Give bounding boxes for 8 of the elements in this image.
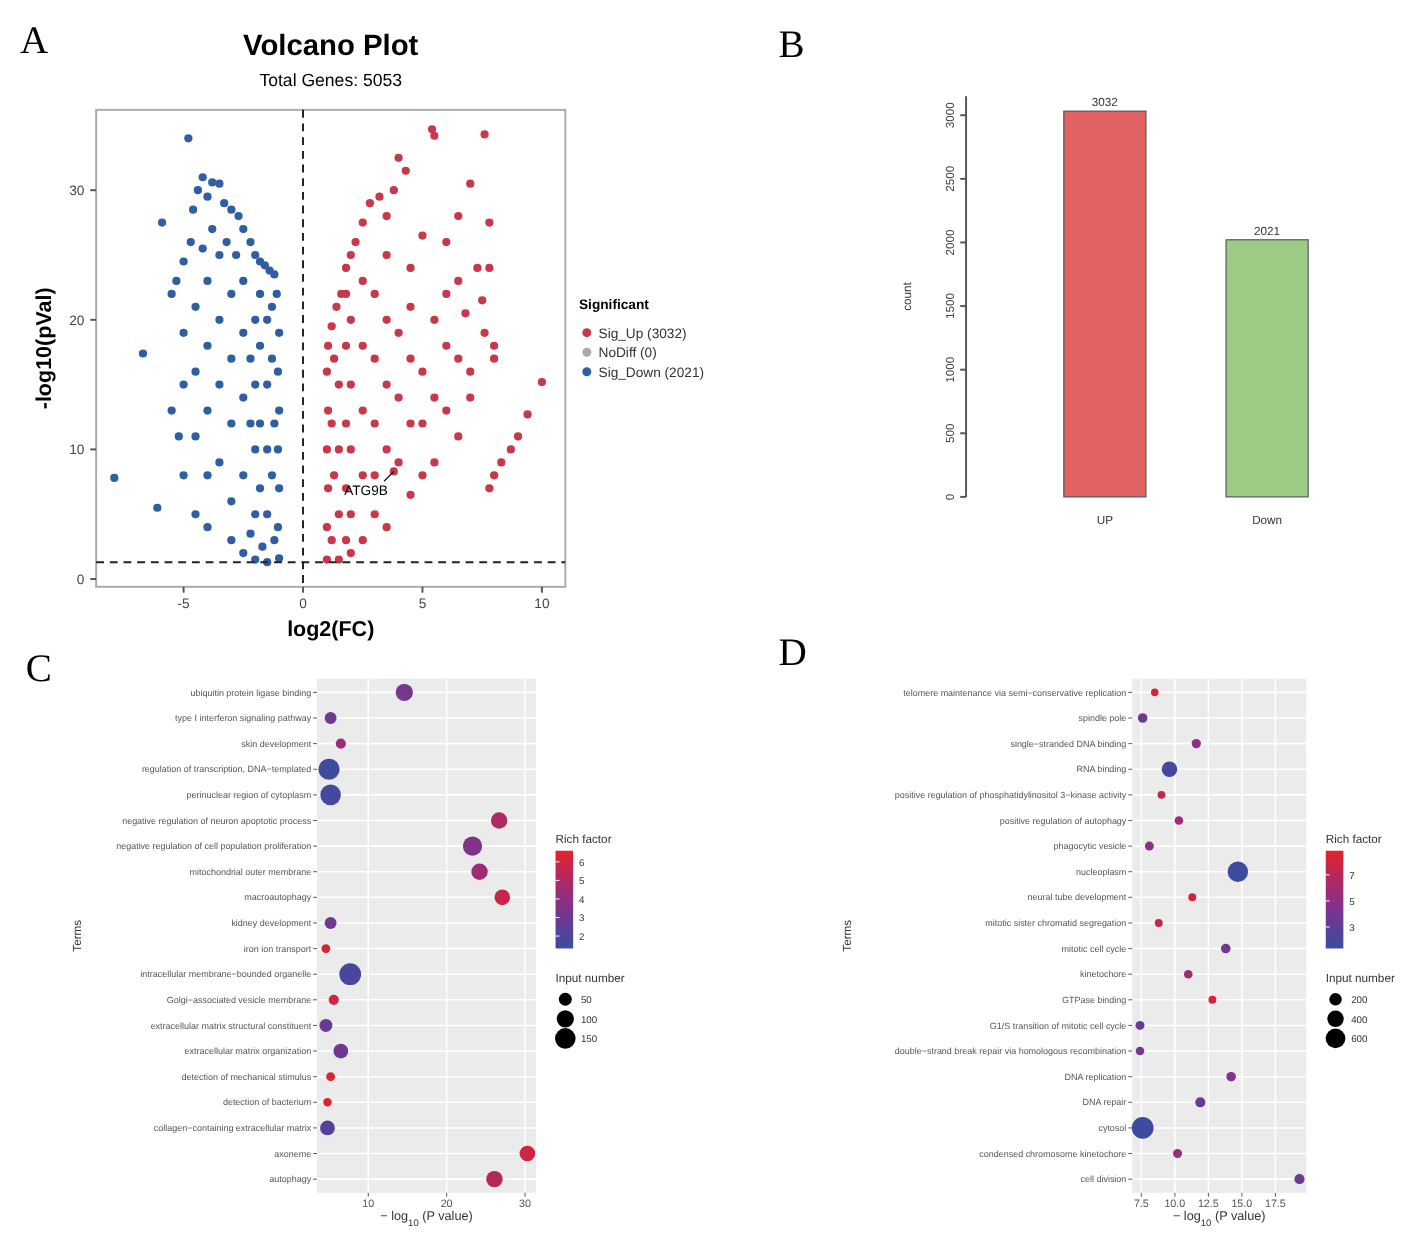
text: A bbox=[19, 21, 49, 64]
chart-title: Volcano Plot bbox=[243, 31, 419, 64]
y-axis-title: -log10(pVal) bbox=[33, 286, 58, 410]
text: D bbox=[778, 633, 807, 676]
x-axis-title: log2(FC) bbox=[287, 617, 376, 642]
chart-subtitle: Total Genes: 5053 bbox=[259, 70, 403, 91]
text: C bbox=[25, 648, 52, 691]
text: B bbox=[778, 25, 805, 68]
